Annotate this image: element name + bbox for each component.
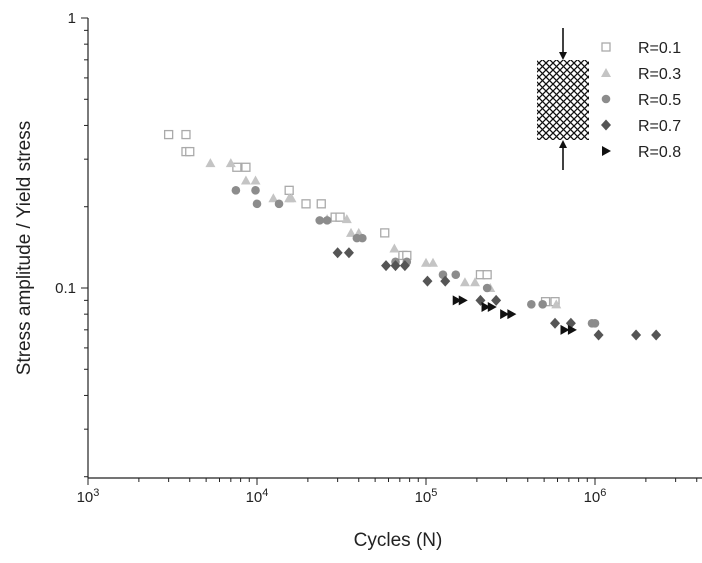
data-point <box>284 185 294 195</box>
data-point <box>341 214 352 224</box>
x-axis-ticks <box>87 478 698 485</box>
data-point <box>286 193 297 203</box>
y-tick-label: 1 <box>68 10 76 27</box>
legend-marker <box>601 94 611 104</box>
y-axis-ticks <box>81 17 88 478</box>
data-point <box>205 158 216 168</box>
data-point <box>332 247 343 259</box>
data-point <box>451 270 461 280</box>
y-axis-title: Stress amplitude / Yield stress <box>14 121 35 376</box>
data-point <box>491 294 502 306</box>
x-tick-label: 104 <box>246 487 269 506</box>
data-point <box>301 199 311 209</box>
data-point <box>358 233 367 243</box>
y-axis-tick-labels: 0.11 <box>55 10 76 297</box>
legend-label: R=0.3 <box>638 66 681 83</box>
data-point <box>507 309 517 320</box>
legend-marker <box>602 146 611 156</box>
data-point <box>440 275 451 287</box>
data-point <box>389 243 400 253</box>
legend-label: R=0.8 <box>638 144 681 161</box>
y-tick-label: 0.1 <box>55 280 76 297</box>
data-point <box>421 257 431 267</box>
legend-marker <box>601 119 611 131</box>
data-point <box>470 277 481 287</box>
data-point <box>241 162 251 172</box>
data-point <box>251 186 260 195</box>
series-r-0-7 <box>332 247 662 341</box>
data-point <box>550 317 561 329</box>
data-point <box>399 260 410 272</box>
data-point <box>240 175 251 185</box>
series-r-0-1 <box>163 129 560 307</box>
legend-label: R=0.5 <box>638 92 681 109</box>
legend: R=0.1 R=0.3 R=0.5 R=0.7 R=0.8 <box>601 40 681 161</box>
legend-marker <box>601 68 611 77</box>
data-point <box>452 295 462 306</box>
data-point <box>343 247 354 259</box>
data-point <box>346 227 357 237</box>
data-point <box>458 295 468 306</box>
x-tick-label: 103 <box>77 487 100 506</box>
data-point <box>567 324 577 335</box>
bottom-arrow-head <box>559 140 567 148</box>
data-point <box>390 260 401 272</box>
lattice-specimen-inset <box>537 28 589 170</box>
data-point <box>481 302 491 313</box>
data-point <box>232 162 242 172</box>
data-point <box>560 324 570 335</box>
data-point <box>500 309 510 320</box>
data-point <box>315 216 325 225</box>
data-point <box>459 277 470 287</box>
data-point <box>422 275 433 287</box>
series-r-0-5 <box>231 186 600 328</box>
legend-label: R=0.7 <box>638 118 681 135</box>
x-axis-title: Cycles (N) <box>354 530 443 551</box>
data-point <box>225 158 236 168</box>
data-point <box>268 193 279 203</box>
data-point <box>631 329 642 341</box>
legend-marker <box>601 42 611 52</box>
data-point <box>538 300 547 309</box>
data-point <box>163 129 174 140</box>
legend-item: R=0.5 <box>601 92 681 109</box>
data-point <box>322 216 332 225</box>
data-point <box>380 228 390 238</box>
data-point <box>335 212 345 222</box>
data-point <box>316 199 326 209</box>
series-r-0-3 <box>205 158 562 309</box>
data-point <box>427 257 438 267</box>
data-point <box>487 302 497 313</box>
data-point <box>482 283 492 293</box>
data-point <box>590 319 600 328</box>
legend-label: R=0.1 <box>638 40 681 57</box>
legend-item: R=0.1 <box>601 40 681 57</box>
data-point <box>274 199 284 209</box>
data-point <box>252 199 262 209</box>
x-tick-label: 105 <box>415 487 438 506</box>
top-arrow-head <box>559 52 567 60</box>
data-point <box>651 329 662 341</box>
data-point <box>250 175 261 185</box>
data-points <box>163 129 662 341</box>
legend-item: R=0.8 <box>602 144 681 161</box>
x-axis-tick-labels: 103 104 105 106 <box>77 487 607 506</box>
data-point <box>231 186 241 195</box>
data-point <box>482 270 492 280</box>
legend-item: R=0.3 <box>601 66 681 83</box>
series-r-0-8 <box>452 295 577 335</box>
data-point <box>181 129 191 140</box>
data-point <box>551 299 562 309</box>
legend-item: R=0.7 <box>601 118 681 135</box>
x-tick-label: 106 <box>584 487 607 506</box>
data-point <box>381 260 392 272</box>
data-point <box>185 146 195 157</box>
plot-frame <box>87 18 702 479</box>
data-point <box>593 329 604 341</box>
data-point <box>527 300 536 309</box>
lattice-block <box>537 60 589 140</box>
